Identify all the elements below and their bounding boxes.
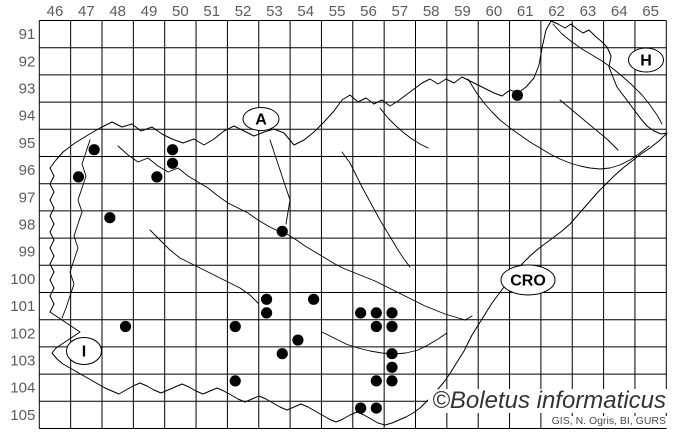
col-label-46: 46 (47, 3, 64, 20)
row-label-94: 94 (19, 108, 36, 125)
country-labels: A H CRO I (66, 47, 664, 365)
row-label-102: 102 (10, 325, 35, 342)
country-label-italy: I (66, 337, 102, 365)
row-label-101: 101 (10, 298, 35, 315)
occurrence-dot-47-95-SE (88, 144, 100, 156)
country-text-austria: A (255, 112, 267, 129)
rivers (61, 23, 663, 355)
col-label-56: 56 (360, 3, 377, 20)
col-label-64: 64 (611, 3, 628, 20)
col-label-59: 59 (454, 3, 471, 20)
occurrence-dot-56-105-NW (355, 402, 367, 414)
col-label-50: 50 (172, 3, 189, 20)
occurrence-dot-56-105-NE (370, 402, 382, 414)
map-outline (49, 20, 668, 426)
country-text-croatia: CRO (510, 273, 546, 290)
country-label-austria: A (242, 107, 280, 131)
river-sava (117, 145, 473, 321)
row-label-92: 92 (19, 53, 36, 70)
row-label-105: 105 (10, 407, 35, 424)
col-label-58: 58 (423, 3, 440, 20)
river-scavnica (559, 99, 619, 151)
country-text-hungary: H (640, 53, 652, 70)
country-label-croatia: CRO (500, 264, 556, 296)
col-label-53: 53 (266, 3, 283, 20)
country-ellipse-croatia (500, 264, 556, 296)
col-label-54: 54 (297, 3, 314, 20)
country-ellipse-hungary (628, 47, 664, 73)
river-kamniska (269, 139, 291, 225)
country-text-italy: I (82, 344, 86, 361)
occurrence-dot-54-102-SW (292, 334, 304, 346)
col-label-62: 62 (548, 3, 565, 20)
occurrence-dot-53-103-NE (276, 348, 288, 360)
occurrence-dot-53-101-NW (260, 293, 273, 305)
col-label-63: 63 (580, 3, 597, 20)
col-label-55: 55 (329, 3, 346, 20)
row-label-96: 96 (19, 162, 36, 179)
row-label-91: 91 (19, 26, 36, 43)
occurrence-dot-57-101-SW (386, 307, 398, 319)
river-drava (467, 78, 650, 170)
occurrence-dot-49-96-SE (151, 171, 163, 183)
occurrence-dot-52-102-NW (229, 320, 241, 333)
occurrence-dot-56-104-NE (370, 375, 382, 387)
credit-text: GIS, N. Ogris, BI, GURS (548, 416, 669, 428)
occurrence-dot-56-102-NE (370, 320, 382, 333)
occurrence-dot-57-102-NW (386, 320, 398, 333)
river-ljubljanica (149, 229, 259, 304)
occurrence-dot-48-102-NE (119, 320, 132, 333)
col-label-52: 52 (235, 3, 252, 20)
occurrence-dot-57-103-NW (386, 348, 398, 360)
col-label-61: 61 (517, 3, 534, 20)
row-label-98: 98 (19, 217, 36, 234)
row-label-95: 95 (19, 135, 36, 152)
row-label-103: 103 (10, 353, 35, 370)
occurrence-dot-52-104-NW (229, 375, 241, 387)
river-meza (379, 107, 429, 149)
country-label-hungary: H (628, 47, 664, 73)
occurrence-dot-56-101-SE (370, 307, 382, 319)
slovenia-border (49, 20, 668, 426)
copyright-watermark: ©Boletus informaticus (428, 389, 670, 413)
river-mura (552, 23, 663, 125)
occurrence-dot-56-101-SW (355, 307, 367, 319)
row-label-99: 99 (19, 244, 36, 261)
occurrence-dot-57-103-SW (386, 361, 398, 373)
row-label-97: 97 (19, 189, 36, 206)
occurrence-dot-48-98-NW (104, 212, 116, 224)
grid: 46 47 48 49 50 51 52 53 54 55 56 57 58 59 60 61 62 63 64 65… (10, 3, 667, 429)
col-label-47: 47 (78, 3, 95, 20)
row-label-100: 100 (10, 271, 35, 288)
occurrence-dot-50-96-NW (166, 157, 179, 169)
country-ellipse-austria (242, 107, 280, 131)
occurrence-dot-53-101-SW (260, 307, 273, 319)
occurrence-dot-53-98-SE (276, 225, 288, 237)
occurrence-dot-61-93-SW (511, 89, 523, 101)
col-label-48: 48 (109, 3, 126, 20)
col-label-60: 60 (486, 3, 503, 20)
river-soca (61, 139, 91, 319)
col-label-51: 51 (203, 3, 220, 20)
col-label-57: 57 (391, 3, 408, 20)
country-ellipse-italy (66, 337, 102, 365)
occurrence-dot-47-96-SW (72, 171, 85, 183)
river-savinja (341, 151, 411, 268)
occurrence-dot-50-95-SW (166, 144, 179, 156)
occurrence-dot-54-101-NE (308, 293, 320, 305)
row-label-93: 93 (19, 81, 36, 98)
col-label-49: 49 (141, 3, 158, 20)
row-label-104: 104 (10, 380, 35, 397)
occurrence-dot-57-104-NW (386, 375, 398, 387)
col-label-65: 65 (642, 3, 659, 20)
occurrence-dots (72, 89, 523, 414)
